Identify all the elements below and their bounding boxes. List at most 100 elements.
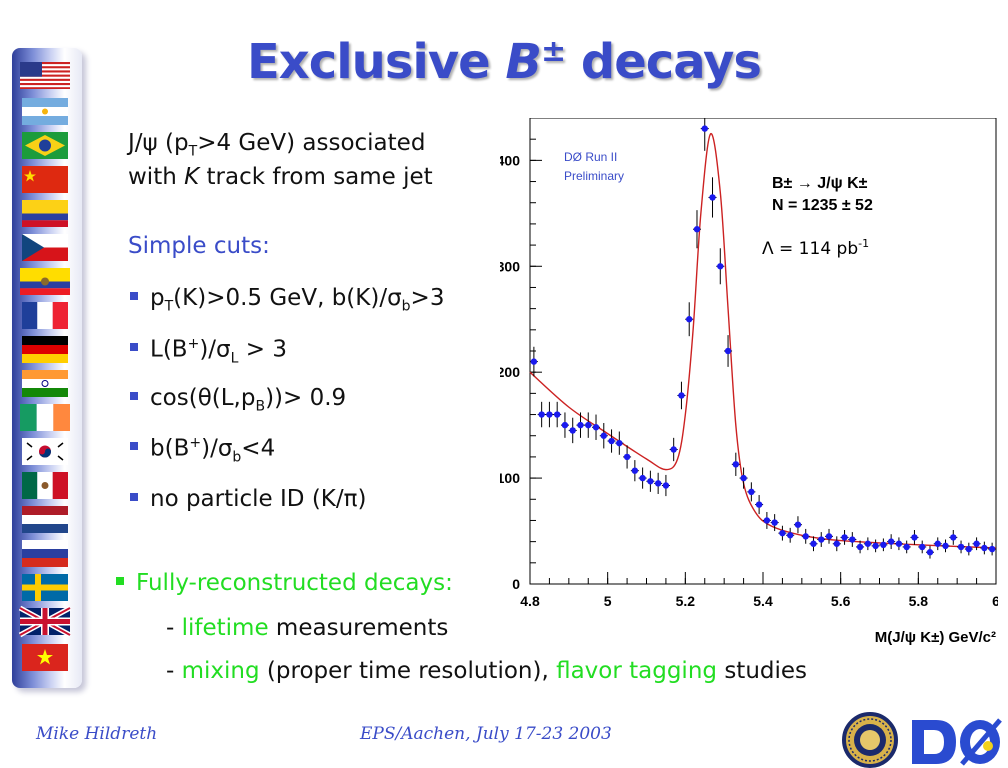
point-marker <box>740 474 747 482</box>
data-point <box>910 529 919 545</box>
point-marker <box>973 540 980 547</box>
cuts-heading: Simple cuts: <box>128 233 270 259</box>
point-marker <box>693 226 701 233</box>
x-tick-label: 6 <box>992 593 998 609</box>
data-point <box>568 417 577 444</box>
point-marker <box>919 543 926 551</box>
data-point <box>848 532 857 547</box>
point-marker <box>802 533 809 540</box>
point-marker <box>926 549 934 556</box>
point-marker <box>895 540 903 547</box>
data-point <box>894 537 903 551</box>
point-marker <box>903 543 910 551</box>
point-marker <box>849 536 856 543</box>
point-marker <box>957 543 965 551</box>
intro-line-2: with K track from same jet <box>128 164 433 190</box>
point-marker <box>911 534 918 541</box>
title-charge: ± <box>541 34 566 69</box>
point-marker <box>818 536 825 543</box>
experiment-label-2: Preliminary <box>564 169 624 183</box>
data-point <box>724 335 733 367</box>
data-point <box>832 536 841 552</box>
argentina-flag-icon <box>22 98 68 125</box>
bullet-icon <box>130 442 138 451</box>
flag-sidebar <box>12 48 82 688</box>
intro-line-1: J/ψ (pT>4 GeV) associated <box>128 130 426 160</box>
y-tick-label: 400 <box>500 152 520 168</box>
data-point <box>739 467 748 489</box>
bullet-icon <box>130 492 138 501</box>
footer-conference: EPS/Aachen, July 17-23 2003 <box>360 724 612 744</box>
data-point <box>599 423 608 449</box>
sweden-flag-icon <box>22 574 68 601</box>
point-marker <box>934 540 941 547</box>
data-point <box>576 412 585 438</box>
cut-item-2: L(B+)/σL > 3 <box>130 336 287 366</box>
point-marker <box>639 474 646 482</box>
x-tick-label: 5 <box>604 593 612 609</box>
slide-title: Exclusive B± decays <box>247 34 762 90</box>
point-marker <box>841 534 848 541</box>
ireland-flag-icon <box>20 404 70 431</box>
experiment-label-1: DØ Run II <box>564 150 617 164</box>
point-marker <box>794 521 802 528</box>
title-particle: B <box>505 34 542 90</box>
point-marker <box>577 421 584 429</box>
point-marker <box>786 532 794 539</box>
data-point <box>630 460 639 482</box>
point-marker <box>686 316 693 323</box>
data-point <box>553 401 562 428</box>
mass-plot-svg: 4.8 5 5.2 5.4 5.6 5.8 6 0 100 200 300 400 DØ Run II… <box>497 106 1000 646</box>
fully-reconstructed-heading: Fully-reconstructed decays: <box>116 570 453 596</box>
data-point <box>988 542 997 556</box>
plot-frame <box>529 117 997 585</box>
point-marker <box>872 542 879 550</box>
y-tick-label: 0 <box>512 576 520 592</box>
point-marker <box>623 453 631 461</box>
point-marker <box>942 542 949 550</box>
cut-item-3: cos(θ(L,pB))> 0.9 <box>130 385 346 415</box>
cut-item-1: pT(K)>0.5 GeV, b(K)/σb>3 <box>130 285 444 315</box>
footer-author: Mike Hildreth <box>36 724 158 744</box>
data-point <box>537 401 546 428</box>
point-marker <box>988 545 996 553</box>
x-tick-label: 4.8 <box>520 593 540 609</box>
data-point <box>941 539 950 553</box>
france-flag-icon <box>22 302 68 329</box>
data-point <box>856 540 865 554</box>
data-point <box>685 302 694 337</box>
bullet-icon <box>116 576 124 585</box>
data-point <box>809 536 818 552</box>
russia-flag-icon <box>22 540 68 567</box>
lifetime-line: - lifetime measurements <box>166 615 449 641</box>
fit-curve <box>529 133 997 549</box>
point-marker <box>709 194 716 201</box>
point-marker <box>608 437 615 445</box>
india-flag-icon <box>22 370 68 397</box>
point-marker <box>701 125 708 132</box>
data-point <box>607 429 616 453</box>
data-point <box>879 538 888 552</box>
notre-dame-seal-icon <box>842 712 898 768</box>
data-point <box>778 525 787 541</box>
cut-item-4: b(B+)/σb<4 <box>130 435 275 465</box>
data-point <box>949 529 958 545</box>
point-marker <box>887 538 895 545</box>
data-point <box>677 381 686 410</box>
data-point <box>770 514 779 532</box>
x-tick-label: 5.4 <box>753 593 773 609</box>
czech-flag-icon <box>22 234 68 261</box>
data-point <box>786 527 795 543</box>
ecuador-flag-icon <box>20 268 70 295</box>
point-marker <box>763 517 771 524</box>
point-marker <box>724 347 732 355</box>
data-point <box>762 511 771 529</box>
data-point <box>584 412 593 438</box>
lumi-label: Λ = 114 pb-1 <box>762 237 869 259</box>
decay-label: B± → J/ψ K± <box>772 175 868 192</box>
point-marker <box>864 540 872 547</box>
x-tick-label: 5.2 <box>676 593 696 609</box>
point-marker <box>965 545 973 553</box>
data-point <box>669 437 678 462</box>
data-point <box>825 528 834 544</box>
